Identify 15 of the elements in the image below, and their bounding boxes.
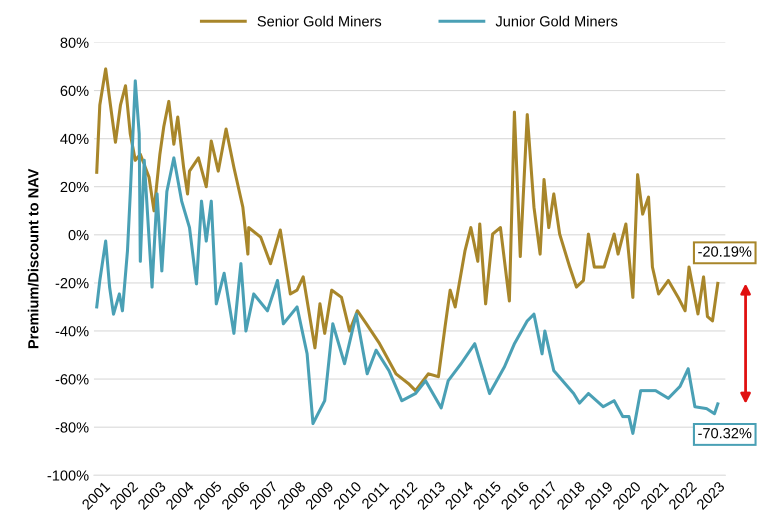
y-tick-label: 40% (60, 134, 89, 144)
legend-label: Senior Gold Miners (258, 16, 382, 26)
y-tick-label: -60% (56, 374, 89, 385)
y-tick-label: -80% (56, 422, 89, 433)
annotation: -70.32% (698, 428, 752, 438)
y-tick-label: 0% (68, 230, 89, 240)
y-axis-title: Premium/Discount to NAV (28, 168, 39, 348)
legend-label: Junior Gold Miners (496, 16, 618, 26)
y-tick-label: -40% (56, 326, 89, 336)
annotation: -20.19% (698, 246, 752, 257)
y-tick-label: 60% (60, 86, 89, 96)
y-tick-label: 20% (60, 182, 89, 192)
y-tick-label: -100% (48, 470, 89, 481)
y-tick-label: -20% (56, 278, 89, 288)
y-tick-label: 80% (60, 38, 89, 48)
